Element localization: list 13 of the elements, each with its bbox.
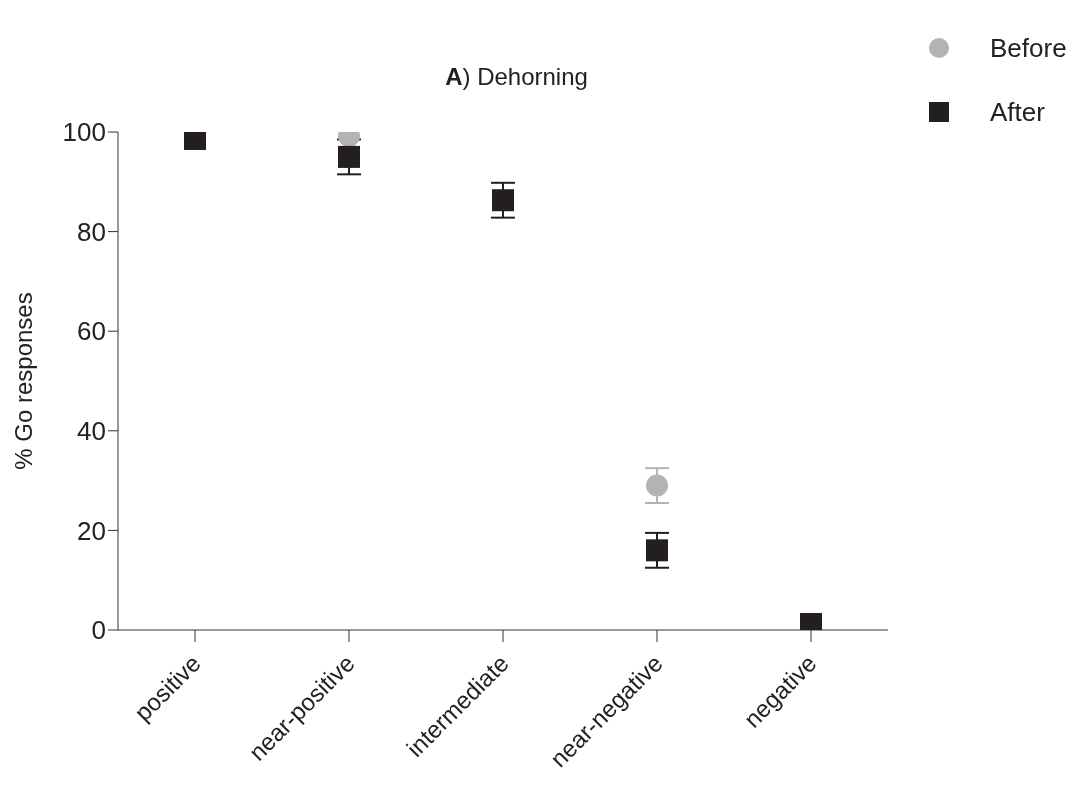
y-tick-label: 80	[77, 216, 106, 247]
point	[646, 474, 668, 497]
legend-label: After	[990, 96, 1045, 128]
point	[646, 539, 668, 562]
y-tick-label: 0	[91, 615, 106, 646]
chart-title: A) Dehorning	[444, 63, 589, 91]
y-tick-label: 60	[77, 316, 106, 347]
y-tick-label: 100	[62, 117, 106, 148]
y-tick-label: 20	[77, 515, 106, 546]
point	[492, 189, 514, 212]
legend-label: Before	[990, 32, 1067, 64]
y-tick-label: 40	[77, 416, 106, 447]
y-axis-title: % Go responses	[9, 292, 37, 470]
